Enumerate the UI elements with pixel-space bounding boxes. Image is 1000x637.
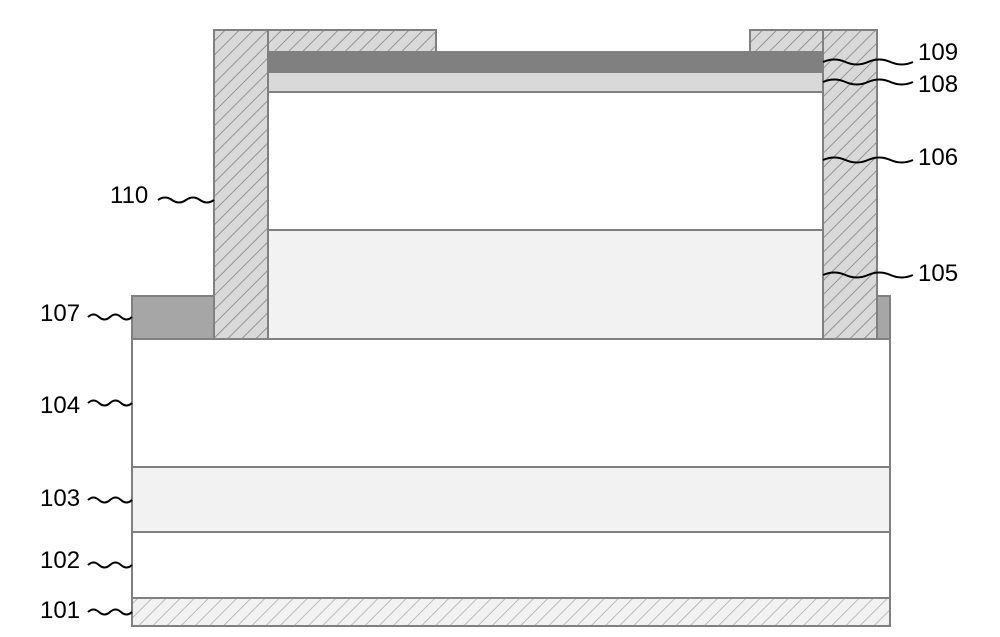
label-110-left: 110 xyxy=(110,182,148,209)
layer-110-left xyxy=(214,30,268,339)
layer-110-right xyxy=(823,30,877,339)
layer-110-top-left xyxy=(268,30,436,52)
label-108: 108 xyxy=(918,71,958,98)
layer-103 xyxy=(132,467,890,532)
label-109: 109 xyxy=(918,39,958,66)
layer-108 xyxy=(268,72,823,92)
layer-101 xyxy=(132,598,890,626)
leader-110-left xyxy=(158,198,214,203)
label-103: 103 xyxy=(40,485,80,512)
label-106: 106 xyxy=(918,144,958,171)
leader-101 xyxy=(88,610,132,615)
label-101: 101 xyxy=(40,597,80,624)
leader-103 xyxy=(88,498,132,503)
leader-102 xyxy=(88,563,132,568)
label-102: 102 xyxy=(40,547,80,574)
cross-section-diagram: 101 102 103 104 107 105 106 108 109 110 xyxy=(0,0,1000,637)
layer-106 xyxy=(268,92,823,230)
layer-110-top-right xyxy=(750,30,823,52)
label-105: 105 xyxy=(918,260,958,287)
leader-104 xyxy=(88,401,132,406)
layer-104 xyxy=(132,339,890,467)
label-104: 104 xyxy=(40,392,80,419)
layer-102 xyxy=(132,532,890,598)
label-107-left: 107 xyxy=(40,300,80,327)
layer-107-left xyxy=(132,296,214,339)
layer-105 xyxy=(268,230,823,339)
leader-107-left xyxy=(88,315,132,320)
layer-109 xyxy=(268,52,823,72)
